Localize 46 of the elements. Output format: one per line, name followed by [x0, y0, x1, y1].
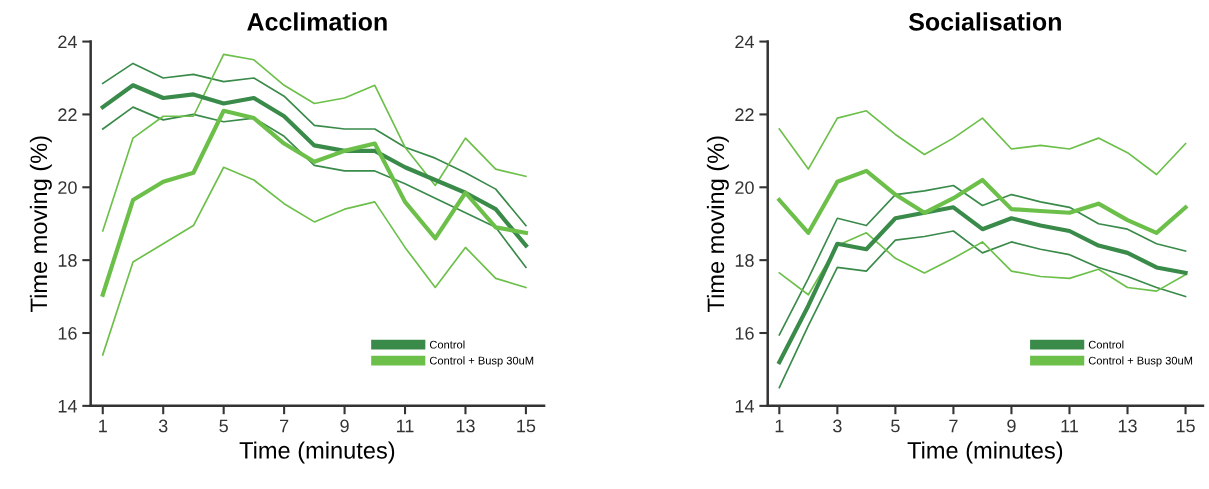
legend-label: Control + Busp 30uM [429, 356, 534, 367]
y-axis-title: Time moving (%) [29, 136, 52, 312]
line-series [777, 168, 1188, 235]
x-tick-label: 9 [340, 419, 349, 433]
y-tick-label: 24 [735, 35, 754, 49]
line-series [101, 166, 527, 356]
y-tick-label: 22 [735, 108, 754, 121]
y-tick-label: 14 [735, 399, 754, 413]
x-tick-label: 5 [891, 419, 900, 433]
legend-label: Control + Busp 30uM [1088, 356, 1193, 367]
x-tick-label: 5 [219, 419, 228, 433]
line-series [101, 106, 527, 269]
y-tick-label: 20 [735, 181, 754, 195]
y-tick-label: 22 [58, 108, 77, 121]
x-tick-label: 3 [833, 419, 842, 433]
x-tick-label: 7 [280, 419, 289, 433]
line-series [778, 109, 1187, 176]
line-series [778, 184, 1187, 336]
y-tick-label: 16 [58, 326, 77, 340]
x-tick-label: 11 [1061, 419, 1078, 433]
y-tick-label: 16 [735, 326, 754, 340]
legend-label: Control [1088, 340, 1124, 349]
x-tick-label: 3 [158, 419, 168, 433]
y-tick-label: 18 [58, 254, 77, 267]
y-axis-title: Time moving (%) [706, 136, 729, 312]
legend-label: Control [429, 340, 465, 349]
x-tick-label: 13 [1118, 419, 1137, 433]
y-tick-label: 14 [58, 399, 77, 413]
x-tick-label: 1 [775, 419, 784, 433]
y-tick-label: 18 [735, 254, 754, 267]
line-series [100, 83, 529, 248]
line-series [778, 231, 1187, 296]
x-tick-label: 7 [949, 419, 958, 433]
chart-title: Socialisation [908, 12, 1061, 31]
x-tick-label: 13 [456, 419, 475, 433]
x-tick-label: 11 [397, 419, 414, 433]
x-axis-title: Time (minutes) [907, 441, 1063, 464]
chart-title: Acclimation [247, 12, 387, 31]
x-tick-label: 15 [517, 419, 536, 433]
x-axis-title: Time (minutes) [239, 441, 395, 464]
line-series [100, 108, 529, 297]
x-tick-label: 15 [1176, 419, 1195, 433]
x-tick-label: 1 [99, 419, 107, 433]
y-tick-label: 20 [58, 181, 77, 195]
x-tick-label: 9 [1007, 419, 1016, 433]
y-tick-label: 24 [58, 35, 77, 49]
